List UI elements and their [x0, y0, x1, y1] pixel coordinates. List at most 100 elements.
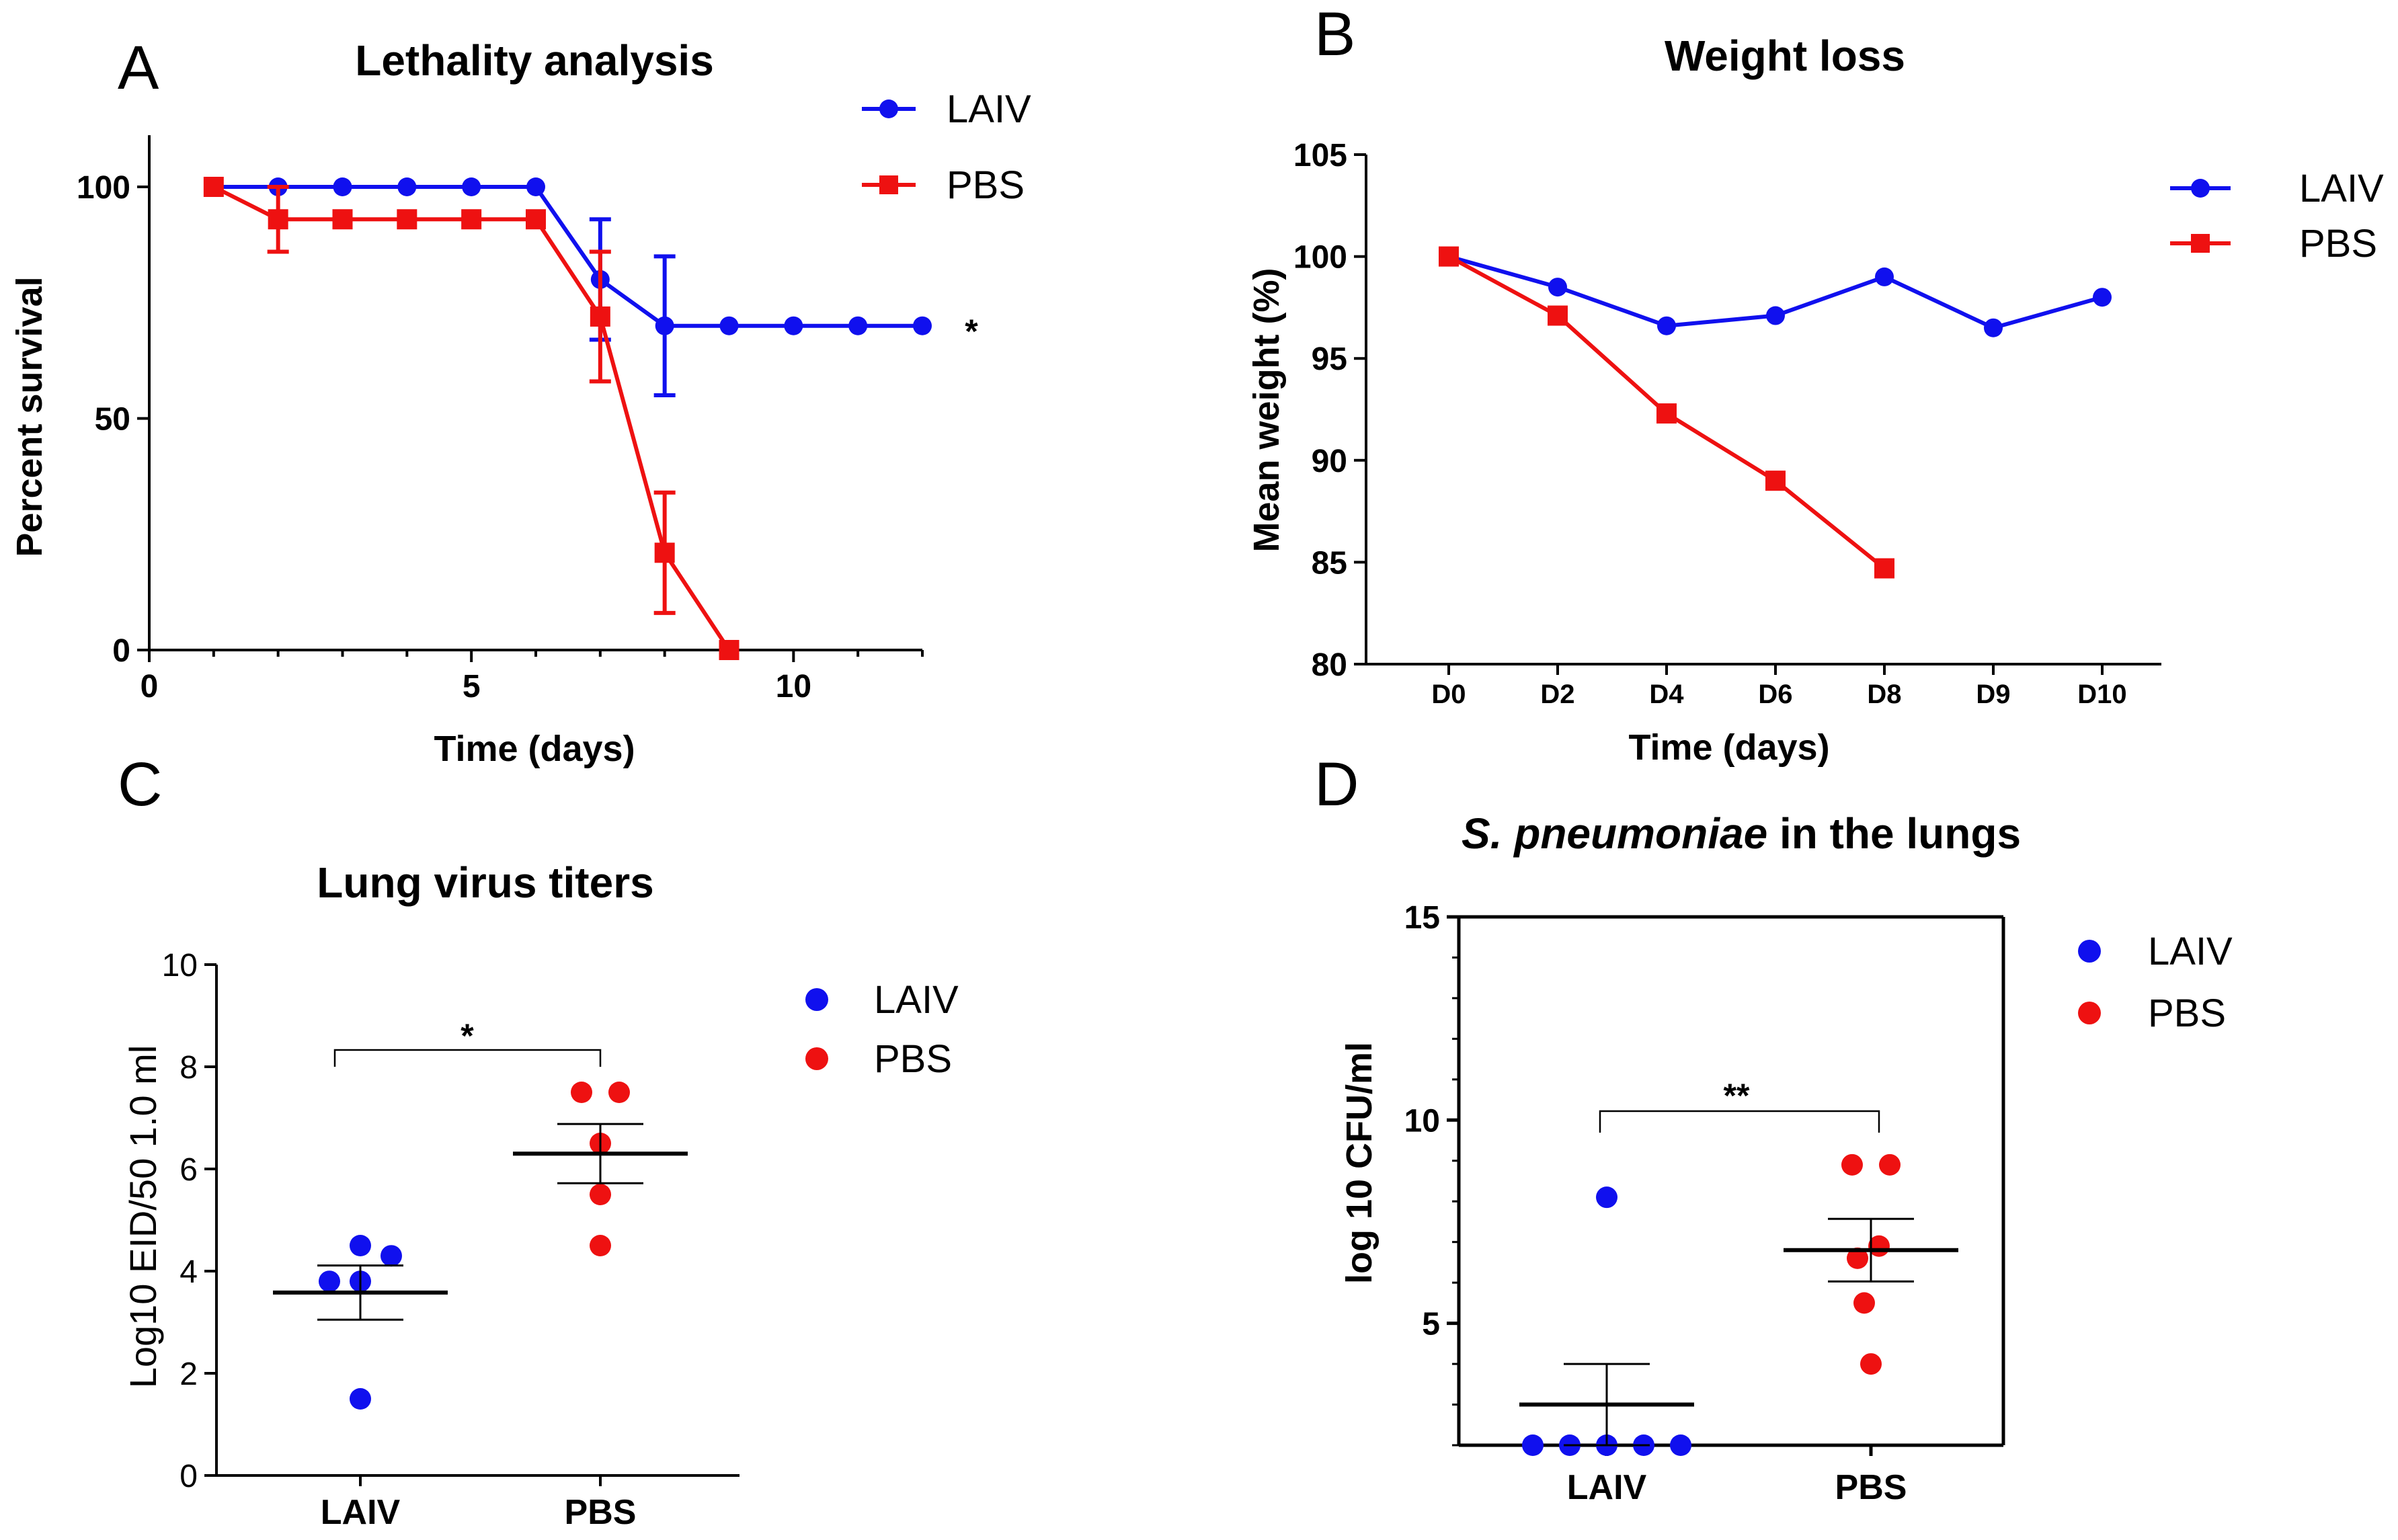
panel-d-legend: LAIV PBS — [2078, 930, 2233, 1035]
x-tick-label: D10 — [2077, 680, 2126, 709]
panel-c-legend-laiv: LAIV — [874, 978, 959, 1022]
data-point-pbs — [719, 640, 740, 660]
panel-d-legend-laiv: LAIV — [2148, 930, 2233, 973]
data-point-pbs — [332, 209, 353, 230]
data-point-laiv — [1875, 267, 1894, 286]
y-tick-label: 4 — [179, 1254, 198, 1290]
panel-a-legend-laiv: LAIV — [947, 87, 1031, 131]
panel-d-legend-pbs: PBS — [2148, 991, 2226, 1035]
legend-marker-laiv — [879, 99, 898, 118]
x-tick-label: LAIV — [1567, 1468, 1647, 1507]
panel-b-marks — [1439, 246, 2112, 579]
data-point-laiv — [333, 177, 352, 196]
panel-d-title-italic: S. pneumoniae — [1462, 809, 1767, 858]
panel-b-y-label: Mean weight (%) — [1246, 268, 1287, 552]
data-point-laiv — [1548, 278, 1567, 297]
x-tick-label: D0 — [1431, 680, 1466, 709]
panel-b-tick-labels: 80 85 90 95 100 105 D0 D2 D4 D6 D8 D9 D10 — [1293, 138, 2127, 709]
panel-a-tick-labels: 0 50 100 0 5 10 — [77, 170, 811, 704]
x-tick-label: D6 — [1758, 680, 1792, 709]
series-line-pbs — [212, 185, 731, 651]
data-point-laiv — [1670, 1434, 1691, 1456]
panel-a-y-label: Percent survival — [9, 276, 50, 557]
y-tick-label: 10 — [1404, 1103, 1440, 1139]
data-point-pbs — [397, 209, 417, 230]
panel-c-y-label: Log10 EID/50 1.0 ml — [122, 1045, 164, 1389]
panel-b: B Weight loss Time (days) Mean weight (%… — [1246, 0, 2384, 768]
data-point-laiv — [719, 316, 739, 335]
x-tick-label: D8 — [1867, 680, 1901, 709]
legend-marker-laiv — [2078, 940, 2101, 963]
data-point-pbs — [590, 1235, 611, 1256]
panel-a-marks — [203, 177, 932, 660]
data-point-pbs — [571, 1082, 592, 1103]
y-tick-label: 50 — [95, 402, 130, 438]
panel-c-significance-bracket — [333, 1049, 602, 1067]
panel-letter-c: C — [118, 750, 162, 819]
data-point-pbs — [461, 209, 482, 230]
x-tick-label: 0 — [141, 669, 159, 704]
data-point-pbs — [1874, 558, 1894, 579]
panel-d: D S. pneumoniae in the lungs log 10 CFU/… — [1314, 750, 2233, 1507]
panel-letter-d: D — [1314, 750, 1359, 819]
panel-a-axes — [137, 135, 924, 662]
data-point-pbs — [654, 542, 675, 563]
panel-d-y-label: log 10 CFU/ml — [1339, 1042, 1380, 1284]
panel-c-axes — [204, 963, 740, 1486]
x-tick-label: D4 — [1649, 680, 1684, 709]
data-point-laiv — [1766, 306, 1785, 325]
legend-marker-pbs — [2078, 1002, 2101, 1024]
x-tick-label: 5 — [463, 669, 481, 704]
panel-c-title: Lung virus titers — [317, 858, 653, 907]
panel-d-marks — [1519, 1153, 1958, 1456]
panel-c-tick-labels: 0 2 4 6 8 10 LAIV PBS — [162, 948, 637, 1532]
y-tick-label: 100 — [1293, 240, 1347, 276]
data-point-pbs — [1860, 1353, 1882, 1375]
y-tick-label: 0 — [179, 1459, 198, 1494]
panel-d-tick-labels: 5 10 15 LAIV PBS — [1404, 900, 1907, 1507]
panel-d-title: S. pneumoniae in the lungs — [1462, 809, 2021, 858]
data-point-pbs — [1765, 471, 1786, 491]
data-point-pbs — [1439, 246, 1459, 267]
data-point-laiv — [381, 1245, 402, 1267]
panel-c-legend-pbs: PBS — [874, 1037, 952, 1081]
y-tick-label: 80 — [1312, 647, 1347, 683]
y-tick-label: 10 — [162, 948, 198, 983]
data-point-pbs — [1853, 1292, 1875, 1314]
panel-a: A Lethality analysis Time (days) Percent… — [9, 34, 1031, 769]
panel-b-legend: LAIV PBS — [2170, 167, 2384, 266]
panel-a-legend-pbs: PBS — [947, 163, 1025, 207]
x-tick-label: PBS — [565, 1493, 637, 1532]
data-point-laiv — [350, 1388, 371, 1410]
data-point-laiv — [1522, 1434, 1544, 1456]
panel-a-legend: LAIV PBS — [862, 87, 1031, 207]
y-tick-label: 8 — [179, 1050, 198, 1086]
sem-bar-laiv — [1564, 1363, 1650, 1447]
data-point-laiv — [319, 1270, 340, 1293]
y-tick-label: 100 — [77, 170, 130, 206]
data-point-pbs — [1841, 1153, 1863, 1176]
panel-c-legend: LAIV PBS — [805, 978, 959, 1081]
x-tick-label: LAIV — [321, 1493, 401, 1532]
data-point-pbs — [608, 1082, 630, 1103]
data-point-pbs — [1847, 1247, 1868, 1269]
panel-a-x-label: Time (days) — [434, 729, 635, 769]
data-point-laiv — [1984, 318, 2003, 337]
data-point-pbs — [203, 177, 224, 197]
data-point-pbs — [1548, 305, 1568, 326]
x-tick-label: D2 — [1540, 680, 1574, 709]
panel-b-title: Weight loss — [1665, 32, 1905, 80]
x-tick-label: 10 — [776, 669, 811, 704]
panel-letter-a: A — [118, 34, 159, 102]
data-point-laiv — [350, 1235, 371, 1256]
panel-d-significance: ** — [1724, 1077, 1750, 1115]
data-point-laiv — [848, 316, 868, 335]
series-line-laiv — [213, 185, 922, 328]
legend-marker-laiv — [2191, 179, 2210, 198]
panel-c: C Lung virus titers Log10 EID/50 1.0 ml … — [118, 750, 959, 1532]
y-tick-label: 85 — [1312, 545, 1347, 581]
data-point-pbs — [268, 209, 288, 230]
panel-letter-b: B — [1314, 0, 1355, 69]
y-tick-label: 6 — [179, 1152, 198, 1188]
